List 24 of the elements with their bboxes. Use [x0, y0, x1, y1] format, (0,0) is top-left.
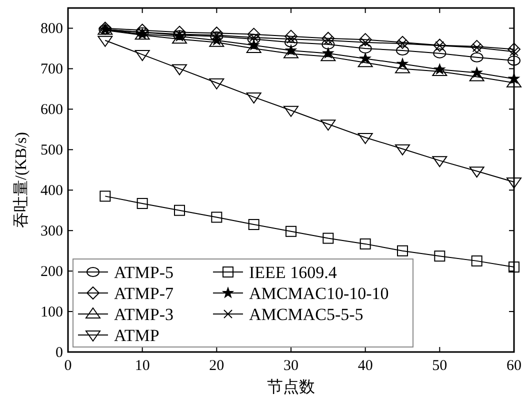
x-axis-title: 节点数	[267, 378, 315, 396]
legend-label: ATMP-5	[114, 263, 174, 282]
legend-label: AMCMAC5-5-5	[249, 305, 364, 324]
legend-label: ATMP-3	[114, 305, 174, 324]
y-tick-label: 100	[40, 304, 63, 321]
y-tick-label: 300	[40, 224, 63, 240]
y-tick-label: 600	[40, 102, 63, 118]
y-tick-label: 800	[40, 21, 63, 38]
x-tick-label: 50	[432, 358, 448, 374]
x-tick-label: 20	[209, 358, 224, 374]
legend-label: ATMP-7	[114, 284, 174, 303]
y-tick-label: 500	[40, 142, 63, 159]
x-tick-label: 30	[284, 358, 298, 374]
legend-label: AMCMAC10-10-10	[249, 284, 389, 303]
x-tick-label: 10	[134, 358, 150, 374]
y-tick-label: 700	[40, 62, 63, 78]
legend-label: IEEE 1609.4	[249, 263, 338, 282]
legend-label: ATMP	[114, 326, 160, 345]
x-tick-label: 40	[358, 358, 373, 374]
y-axis-title: 吞吐量/(KB/s)	[12, 132, 30, 228]
y-tick-label: 200	[40, 264, 63, 280]
y-tick-label: 0	[56, 345, 63, 361]
y-tick-label: 400	[40, 183, 63, 200]
x-tick-label: 60	[506, 358, 522, 374]
